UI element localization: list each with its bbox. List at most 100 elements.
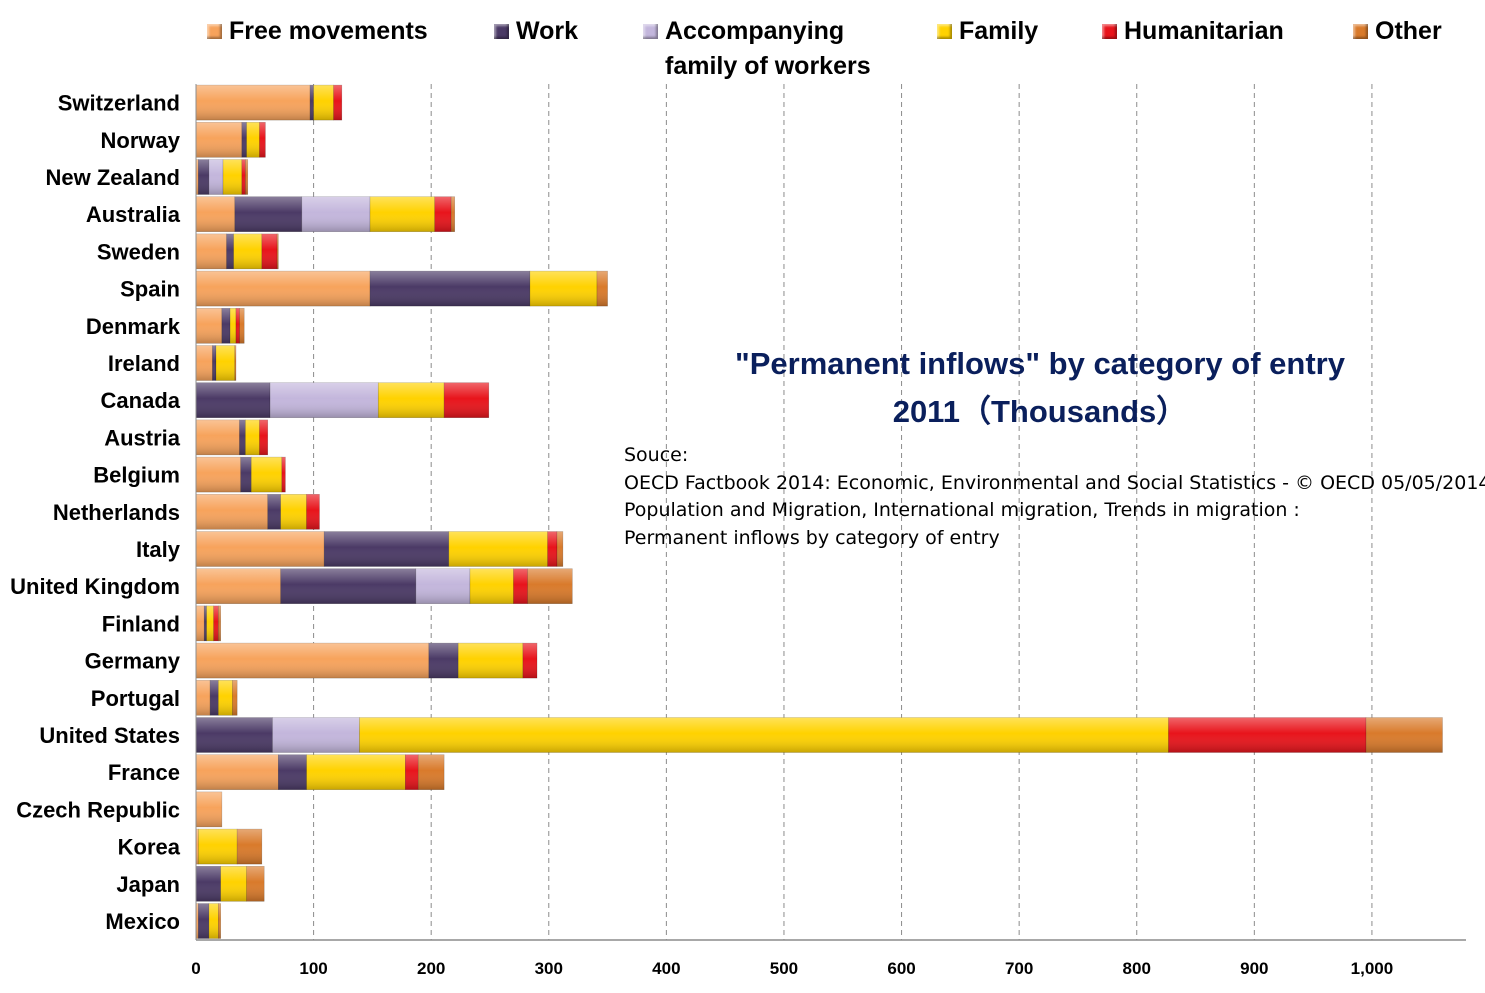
bar-segment-shade [434,196,452,232]
x-tick-label: 500 [770,959,798,978]
bar-segment-shade [240,457,252,493]
bar-segment-shade [220,866,247,902]
legend-swatch-accompanying-family [643,24,658,39]
category-label: United Kingdom [10,574,180,599]
bar-segment-shade [196,717,273,753]
category-label: Spain [120,277,180,302]
bar-segment-shade [208,903,219,939]
category-label: Canada [101,388,181,413]
bar-segment-shade [198,829,238,865]
bar-segment-shade [1168,717,1367,753]
bar-segment-shade [221,308,231,344]
bar-segment-shade [1366,717,1443,753]
bar-segment-shade [272,717,360,753]
bar-segment-shade [237,829,262,865]
chart-subtitle: 2011（Thousands） [892,394,1188,429]
bar-segment-shade [428,643,459,679]
legend-swatch-free-movements [207,24,222,39]
bar-segment-shade [239,419,246,455]
x-tick-label: 800 [1123,959,1151,978]
bar-segment-shade [313,85,334,121]
bar-segment-shade [378,382,445,418]
bar-segment-shade [218,680,233,716]
legend-swatch-family [937,24,952,39]
bar-segment-shade [196,829,199,865]
category-label: Denmark [86,314,181,339]
bar-segment-shade [261,233,278,269]
bar-segment-shade [208,159,224,195]
bar-segment-shade [469,568,514,604]
bar-segment-shade [415,568,470,604]
bar-segment-shade [522,643,538,679]
bar-segment-shade [198,903,209,939]
bar-segment-shade [529,271,597,307]
bar-segment-shade [235,308,240,344]
bar-segment-shade [259,122,266,158]
x-tick-label: 400 [652,959,680,978]
bar-segment-shade [451,196,455,232]
category-label: Germany [85,649,181,674]
bar-segment-shade [259,419,268,455]
bar-segment-shade [196,233,227,269]
bar-segment-shade [270,382,379,418]
bar-segment-shade [596,271,608,307]
bar-segment-shade [196,122,242,158]
bar-segment-shade [370,196,435,232]
category-label: Netherlands [53,500,180,525]
bar-segment-shade [196,159,199,195]
x-axis: 0 100 200 300 400 500 600 700 800 900 1,000 [191,84,1466,978]
bar-segment-shade [527,568,573,604]
bar-segment-shade [196,382,271,418]
bar-segment-shade [278,754,307,790]
bar-segment-shade [458,643,523,679]
bar-segment-shade [301,196,371,232]
bar-segment-shade [281,457,286,493]
legend-swatch-work [494,24,509,39]
bar-segment-shade [218,903,221,939]
x-tick-label: 700 [1005,959,1033,978]
bar-segment-shade [196,791,222,827]
bar-segment-shade [196,643,429,679]
bar-segment-shade [196,345,213,381]
bar-segment-shade [226,233,234,269]
category-label: United States [39,723,180,748]
bar-segment-shade [204,605,207,641]
category-label: New Zealand [46,165,180,190]
legend-label-line2: family of workers [665,52,871,80]
bar-segment-shade [251,457,282,493]
bar-segment-shade [196,457,241,493]
x-tick-label: 900 [1240,959,1268,978]
bar-segment-shade [513,568,528,604]
legend-label: Work [516,17,579,45]
bar-segment-shade [196,754,279,790]
bar-segment-shade [196,271,371,307]
bar-segment-shade [418,754,445,790]
bar-segment-shade [370,271,530,307]
category-label: Finland [102,611,180,636]
bar-segment-shade [223,159,242,195]
bar-segment-shade [198,159,209,195]
bar-segment-shade [212,345,216,381]
bar-segment-shade [306,754,406,790]
category-label: Austria [104,425,181,450]
bar-segment-shade [196,85,311,121]
bar-segment-shade [213,605,219,641]
legend-label: Free movements [229,17,428,45]
category-label: Korea [118,835,181,860]
category-label: Czech Republic [16,797,180,822]
bar-segment-shade [280,568,416,604]
bar-segment-shade [277,233,279,269]
bar-segment-shade [233,233,262,269]
grid-lines [313,84,1373,940]
category-label: Portugal [91,686,180,711]
category-label: Norway [101,128,181,153]
bar-segment-shade [196,308,222,344]
category-label: Japan [116,872,180,897]
bar-segment-shade [196,531,325,567]
legend: Free movements Work Accompanying family … [0,14,1485,94]
bar-segment-shade [246,866,265,902]
bar-segment-shade [196,903,199,939]
bar-segment-shade [234,196,302,232]
bar-segment-shade [232,680,238,716]
x-tick-label: 200 [417,959,445,978]
